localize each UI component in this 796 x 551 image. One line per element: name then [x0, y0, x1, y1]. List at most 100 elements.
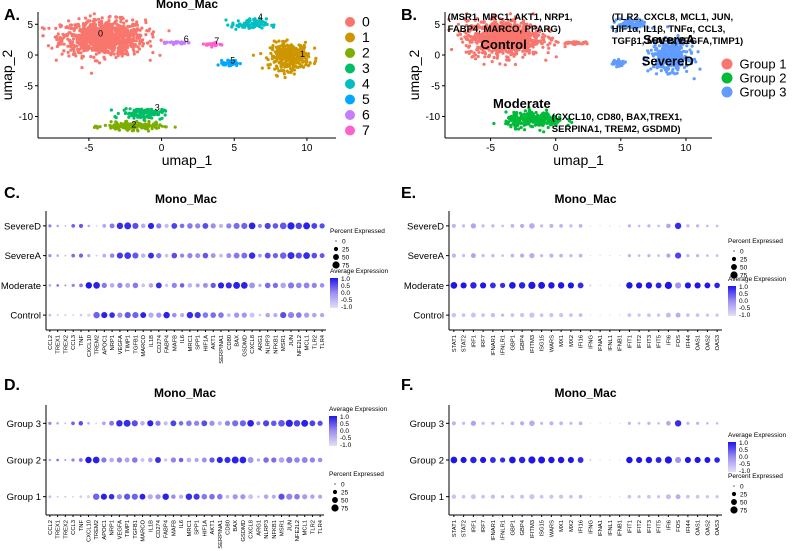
data-point [125, 31, 129, 36]
expression-dot [71, 283, 75, 288]
expression-dot [481, 421, 485, 425]
data-point [115, 15, 119, 19]
expression-dot [56, 314, 59, 317]
data-point [521, 55, 525, 59]
legend-avg-label: 0.0 [341, 290, 350, 297]
gene-label: TLR2 [312, 335, 318, 349]
legend-pct-title: Percent Expressed [728, 473, 783, 480]
legend-avg-title: Average Expression [728, 432, 786, 439]
expression-dot [164, 458, 168, 462]
gene-label: TNF [79, 520, 85, 532]
expression-dot [101, 457, 107, 463]
data-point [62, 42, 66, 46]
expression-dot [116, 494, 123, 500]
data-point [107, 19, 111, 23]
expression-dot [559, 253, 563, 258]
expression-dot [589, 422, 592, 424]
gene-label: MCL1 [303, 520, 309, 535]
expression-dot [674, 222, 682, 230]
expression-dot [549, 421, 554, 426]
data-point [55, 38, 59, 42]
data-point [298, 44, 302, 49]
gene-label: OAS1 [696, 335, 702, 350]
expression-dot [577, 457, 584, 463]
expression-dot [162, 493, 169, 500]
data-point [473, 57, 478, 61]
gene-label: IL6 [180, 335, 186, 343]
expression-dot [664, 456, 673, 464]
gene-label: IFNLR1 [501, 520, 507, 540]
gene-label: BAX [233, 520, 239, 532]
gene-label: IL1B [149, 335, 155, 347]
gene-label: CD274 [157, 334, 163, 353]
data-point [102, 50, 106, 54]
expression-dot [619, 314, 621, 316]
gene-label: AKT1 [211, 335, 217, 350]
gene-label: IFNG [588, 335, 594, 349]
expression-dot [140, 253, 146, 258]
expression-dot [609, 422, 611, 424]
data-point [538, 121, 542, 125]
data-point [124, 111, 128, 115]
data-point [66, 44, 70, 48]
expression-dot [201, 457, 207, 463]
expression-dot [609, 284, 611, 286]
chart-title: Mono_Mac [554, 386, 616, 400]
data-point [95, 126, 100, 130]
expression-dot [490, 494, 495, 499]
expression-dot [171, 494, 176, 499]
expression-dot [451, 421, 456, 426]
expression-dot [265, 312, 270, 318]
data-point [110, 30, 114, 34]
data-point [92, 12, 96, 16]
expression-dot [309, 420, 316, 427]
gene-label: TIMP1 [125, 520, 131, 537]
legend-label: 4 [362, 76, 370, 92]
gene-label: NFKB1 [272, 520, 278, 539]
expression-dot [645, 282, 653, 289]
gene-label: TREX1 [56, 520, 62, 539]
legend-marker [721, 72, 733, 84]
expression-dot [684, 456, 691, 464]
expression-dot [296, 312, 302, 318]
gene-label: MRC1 [187, 520, 193, 536]
legend-pct-title: Percent Expressed [728, 238, 783, 245]
data-point [116, 23, 120, 28]
expression-dot [178, 457, 184, 463]
legend-colorbar [728, 286, 736, 316]
expression-dot [233, 281, 241, 289]
gene-label: IFNB1 [618, 520, 624, 536]
y-tick-label: -5 [24, 81, 33, 92]
expression-dot [264, 222, 271, 229]
gene-label: STAT1 [452, 520, 458, 537]
expression-dot [309, 457, 316, 463]
expression-dot [686, 313, 690, 317]
expression-dot [131, 493, 138, 500]
expression-dot [589, 496, 592, 498]
expression-dot [147, 420, 154, 427]
expression-dot [187, 252, 193, 259]
gene-label: GBP4 [520, 519, 526, 535]
expression-dot [140, 458, 145, 462]
expression-dot [102, 421, 106, 426]
expression-dot [675, 312, 681, 318]
expression-dot [102, 224, 107, 228]
data-point [521, 116, 525, 120]
expression-dot [509, 456, 516, 464]
expression-dot [71, 253, 76, 258]
expression-dot [226, 313, 231, 317]
legend-avg-label: -0.5 [739, 305, 751, 312]
data-point [163, 125, 167, 129]
data-point [97, 61, 102, 65]
expression-dot [499, 457, 506, 463]
data-point [85, 27, 89, 31]
expression-dot [109, 223, 115, 229]
expression-dot [78, 421, 84, 426]
gene-label: IL6 [179, 520, 185, 528]
legend-pct-label: 0 [740, 249, 744, 256]
gene-label: NRP1 [110, 520, 116, 535]
expression-dot [311, 282, 317, 289]
expression-dot [226, 253, 232, 259]
expression-dot [578, 224, 583, 228]
expression-dot [599, 422, 601, 424]
